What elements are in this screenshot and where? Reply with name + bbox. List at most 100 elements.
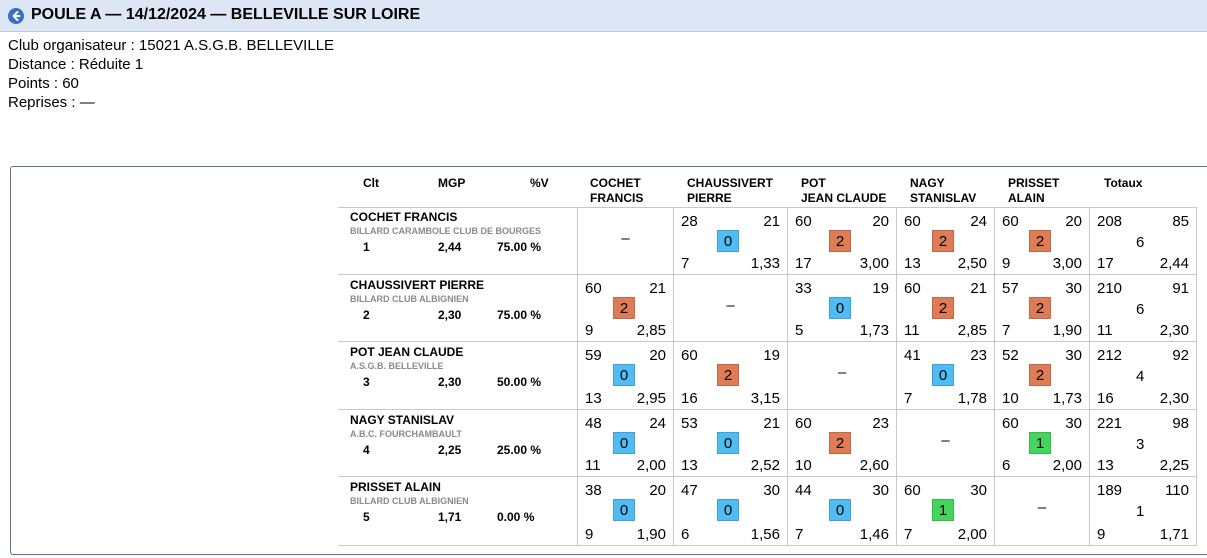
average: 2,25 [1159, 457, 1189, 474]
innings: 6 [681, 526, 690, 543]
match-points-badge: 1 [932, 499, 954, 521]
points-against: 85 [1172, 213, 1189, 230]
match-points-badge: 2 [1029, 364, 1051, 386]
points-made: 60 [904, 280, 921, 297]
match-points-badge: 2 [1029, 230, 1051, 252]
points-made: 60 [795, 415, 812, 432]
header-opponent-1-line1: COCHET [590, 176, 641, 190]
innings: 6 [1002, 457, 1011, 474]
player-club: A.B.C. FOURCHAMBAULT [350, 429, 462, 439]
match-points-total: 6 [1136, 301, 1145, 318]
header-clt: Clt [363, 176, 379, 190]
player-mgp: 2,30 [438, 308, 462, 322]
innings: 9 [1097, 526, 1106, 543]
totals-cell: 189 110 9 1,71 1 [1090, 477, 1197, 546]
player-name: NAGY STANISLAV [350, 413, 455, 427]
player-rank: 2 [363, 308, 370, 322]
player-rank: 4 [363, 443, 370, 457]
match-points-badge: 2 [613, 297, 635, 319]
innings: 5 [795, 322, 804, 339]
empty-cell-dash: – [1037, 499, 1047, 516]
average: 1,56 [750, 526, 780, 543]
average: 2,95 [636, 390, 666, 407]
innings: 13 [681, 457, 698, 474]
points-against: 30 [1065, 347, 1082, 364]
points-made: 59 [585, 347, 602, 364]
points-against: 30 [970, 482, 987, 499]
header-opponent-4-line2: STANISLAV [910, 191, 977, 205]
row-divider [338, 207, 577, 208]
points-against: 24 [649, 415, 666, 432]
empty-cell-dash: – [837, 364, 847, 381]
points-made: 221 [1097, 415, 1123, 432]
player-rank: 3 [363, 375, 370, 389]
average: 3,00 [859, 255, 889, 272]
totals-cell: 210 91 11 2,30 6 [1090, 275, 1197, 342]
header-opponent-1-line2: FRANCIS [590, 191, 644, 205]
match-points-badge: 0 [613, 364, 635, 386]
header-opponent-4-line1: NAGY [910, 176, 945, 190]
result-cell: 38 20 9 1,90 0 [577, 477, 674, 546]
average: 1,73 [1052, 390, 1082, 407]
result-cell: 60 30 6 2,00 1 [995, 410, 1090, 477]
player-row-info: COCHET FRANCIS BILLARD CARAMBOLE CLUB DE … [338, 207, 577, 275]
average: 1,90 [636, 526, 666, 543]
reprises: Reprises : — [8, 94, 95, 111]
match-points-badge: 0 [717, 499, 739, 521]
points-made: 60 [1002, 213, 1019, 230]
player-mgp: 2,44 [438, 240, 462, 254]
innings: 16 [681, 390, 698, 407]
result-cell: 60 30 7 2,00 1 [897, 477, 995, 546]
innings: 9 [585, 322, 594, 339]
points-made: 60 [795, 213, 812, 230]
average: 2,30 [1159, 390, 1189, 407]
innings: 9 [1002, 255, 1011, 272]
points-against: 24 [970, 213, 987, 230]
points-against: 92 [1172, 347, 1189, 364]
back-arrow-icon[interactable] [8, 8, 24, 24]
points-against: 30 [1065, 415, 1082, 432]
result-cell: 33 19 5 1,73 0 [788, 275, 897, 342]
match-points-badge: 0 [717, 432, 739, 454]
player-mgp: 1,71 [438, 510, 462, 524]
result-cell: 47 30 6 1,56 0 [674, 477, 788, 546]
match-points-badge: 0 [932, 364, 954, 386]
player-mgp: 2,30 [438, 375, 462, 389]
player-win-pct: 25.00 % [497, 443, 542, 457]
points-against: 20 [649, 482, 666, 499]
points-made: 210 [1097, 280, 1123, 297]
match-points-badge: 2 [1029, 297, 1051, 319]
points-against: 20 [649, 347, 666, 364]
points-against: 20 [1065, 213, 1082, 230]
player-row-info: NAGY STANISLAV A.B.C. FOURCHAMBAULT 4 2,25 2… [338, 410, 577, 477]
points-made: 189 [1097, 482, 1123, 499]
average: 2,00 [636, 457, 666, 474]
player-club: BILLARD CARAMBOLE CLUB DE BOURGES [350, 226, 541, 236]
result-cell: 60 20 17 3,00 2 [788, 207, 897, 275]
header-opponent-3: POT JEAN CLAUDE [801, 176, 886, 206]
average: 1,33 [750, 255, 780, 272]
innings: 13 [904, 255, 921, 272]
points-against: 20 [872, 213, 889, 230]
innings: 16 [1097, 390, 1114, 407]
header-mgp: MGP [438, 176, 466, 190]
player-row-info: PRISSET ALAIN BILLARD CLUB ALBIGNIEN 5 1,71… [338, 477, 577, 546]
points-against: 23 [970, 347, 987, 364]
points-made: 208 [1097, 213, 1123, 230]
player-club: BILLARD CLUB ALBIGNIEN [350, 294, 469, 304]
result-cell: 48 24 11 2,00 0 [577, 410, 674, 477]
points-made: 33 [795, 280, 812, 297]
organizer-club: Club organisateur : 15021 A.S.G.B. BELLE… [8, 37, 335, 54]
points-made: 57 [1002, 280, 1019, 297]
points-against: 21 [763, 415, 780, 432]
player-rank: 5 [363, 510, 370, 524]
result-cell: 59 20 13 2,95 0 [577, 342, 674, 410]
points-against: 21 [970, 280, 987, 297]
player-name: CHAUSSIVERT PIERRE [350, 278, 485, 292]
result-cell: 28 21 7 1,33 0 [674, 207, 788, 275]
points-made: 60 [904, 213, 921, 230]
average: 1,71 [1159, 526, 1189, 543]
average: 2,52 [750, 457, 780, 474]
innings: 7 [1002, 322, 1011, 339]
header-totals: Totaux [1104, 176, 1143, 190]
